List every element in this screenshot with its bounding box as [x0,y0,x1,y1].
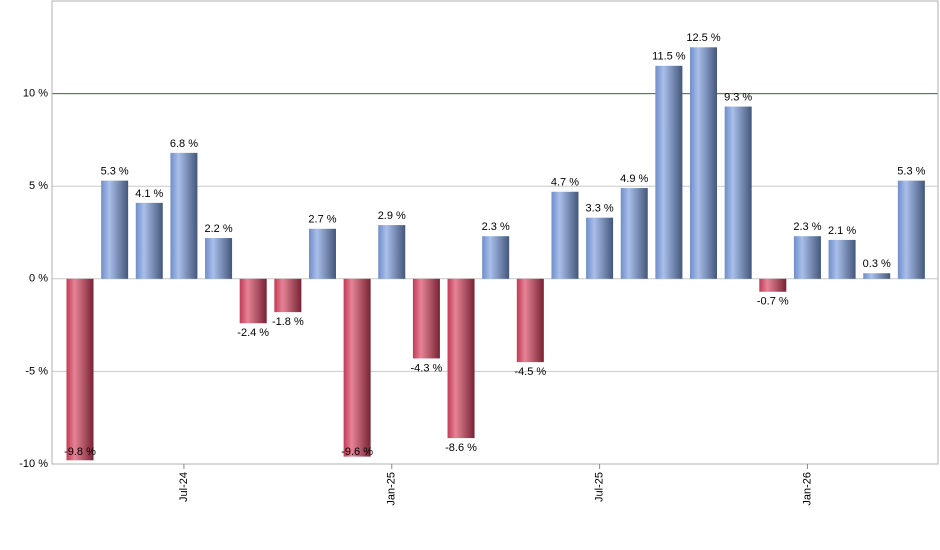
x-tick-label: Jan-26 [801,472,813,506]
value-label: 6.8 % [170,138,198,150]
value-label: 2.2 % [204,223,232,235]
bar [308,228,336,279]
bar [620,188,648,279]
bar [551,191,579,279]
bar [863,273,891,279]
bar [66,278,94,461]
y-tick-label: 10 % [23,88,48,100]
bar [274,278,302,313]
bar [170,152,198,279]
value-label: 0.3 % [863,258,891,270]
value-label: -4.5 % [514,366,546,378]
bar [828,239,856,279]
bar [343,278,371,457]
bar [412,278,440,359]
plot-frame [51,0,939,465]
value-label: 11.5 % [652,51,686,63]
bar [690,47,718,279]
bar [793,236,821,279]
value-label: -9.8 % [64,446,96,458]
value-label: -8.6 % [445,442,477,454]
value-label: 2.7 % [308,214,336,226]
bar [447,278,475,439]
bar [101,180,129,279]
y-tick-label: 0 % [29,273,48,285]
x-tick-label: Jul-25 [594,472,606,502]
value-label: -0.7 % [757,296,789,308]
value-label: 4.9 % [620,173,648,185]
value-label: 9.3 % [724,91,752,103]
bar [724,106,752,279]
value-label: -4.3 % [411,362,443,374]
bar [586,217,614,279]
bar [516,278,544,363]
bar [135,202,163,279]
bar [655,65,683,279]
bar [378,225,406,279]
y-tick-label: -5 % [25,365,48,377]
value-label: 2.1 % [828,225,856,237]
value-label: 3.3 % [586,203,614,215]
value-label: 5.3 % [897,166,925,178]
value-label: 12.5 % [686,32,720,44]
bar [205,238,233,279]
x-tick-label: Jan-25 [386,472,398,506]
value-label: -1.8 % [272,316,304,328]
y-tick-label: 5 % [29,180,48,192]
x-tick-label: Jul-24 [178,472,190,502]
value-label: 5.3 % [101,166,129,178]
y-tick-label: -10 % [19,458,48,470]
value-label: 2.3 % [482,221,510,233]
value-label: -2.4 % [237,327,269,339]
bar [759,278,787,292]
bar [482,236,510,279]
bar [897,180,925,279]
bar [239,278,267,324]
value-label: 4.1 % [135,188,163,200]
value-label: 2.9 % [378,210,406,222]
value-label: 4.7 % [551,177,579,189]
value-label: -9.6 % [341,446,373,458]
value-label: 2.3 % [793,221,821,233]
